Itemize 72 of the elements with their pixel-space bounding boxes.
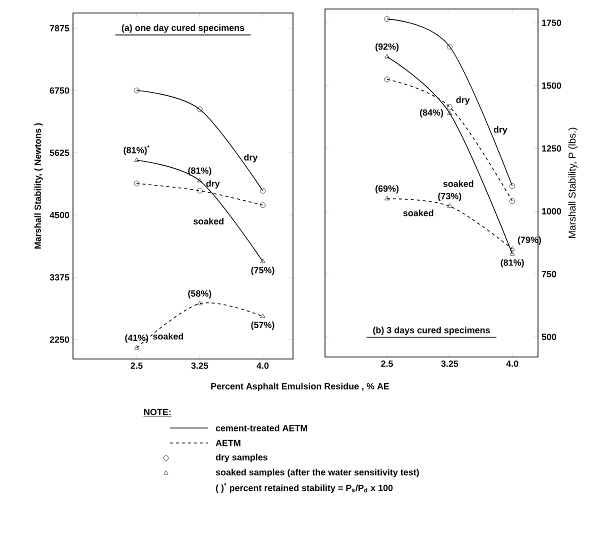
- text: NOTE:: [144, 408, 171, 416]
- annotation: (58%): [188, 290, 212, 298]
- series-label: soaked: [443, 180, 474, 187]
- x-tick-label: 3.25: [441, 360, 458, 367]
- annotation: (81%): [188, 167, 212, 176]
- point: [384, 54, 390, 58]
- point: [196, 106, 202, 112]
- y-tick-label: 6750: [50, 87, 70, 94]
- annotation: (69%): [376, 185, 399, 194]
- point: [134, 180, 140, 186]
- y-tick-label: 1500: [542, 82, 562, 89]
- x-tick-label: 2.5: [381, 360, 394, 367]
- annotation: (84%): [420, 109, 444, 118]
- annotation: (81%): [500, 259, 524, 268]
- series-label: dry: [206, 180, 220, 189]
- x-axis-title: Percent Asphalt Emulsion Residue , % AE: [211, 382, 390, 392]
- y-tick-label: 1750: [542, 20, 562, 26]
- y-tick-label: 750: [542, 270, 556, 278]
- text: dry samples: [216, 454, 268, 462]
- x-tick-label: 4.0: [506, 360, 518, 367]
- point: [197, 300, 202, 306]
- y-tick-label: 3375: [50, 274, 70, 281]
- text: (b) 3 days cured specimens: [373, 326, 490, 336]
- x-tick-label: 2.5: [130, 362, 143, 369]
- series-label: soaked: [153, 332, 184, 340]
- point: [134, 345, 140, 350]
- point: [197, 178, 202, 182]
- series-label: dry: [244, 154, 258, 162]
- point: [196, 188, 202, 194]
- point: [510, 198, 516, 204]
- point: [384, 196, 390, 200]
- y-tick-label: 1000: [542, 208, 562, 214]
- annotation: (41%): [125, 334, 148, 343]
- text: (a) one day cured specimens: [122, 24, 244, 33]
- x-tick-label: 3.25: [191, 362, 208, 369]
- point: [446, 104, 452, 110]
- y-axis-title: Marshall Stability, P (lbs.): [568, 128, 578, 238]
- point: [134, 157, 140, 162]
- y-tick-label: 2250: [50, 336, 70, 343]
- series-label: dry: [456, 96, 470, 105]
- series-label: dry: [494, 126, 508, 135]
- text: ( )$^{*}$ percent retained stability = P$_{s}$/P$_{d}$ x 100: [216, 483, 393, 493]
- y-tick-label: 5625: [50, 150, 70, 156]
- point: [384, 76, 390, 82]
- text: soaked samples (after the water sensitivity test): [216, 468, 419, 478]
- point: [260, 188, 266, 194]
- y-tick-label: 500: [542, 334, 556, 340]
- annotation: (81%)$^{*}$: [124, 145, 150, 156]
- point: [384, 16, 390, 22]
- text: AETM: [216, 440, 240, 446]
- point: [510, 246, 515, 250]
- point: [134, 88, 140, 94]
- point: [260, 258, 266, 264]
- point: [260, 314, 266, 318]
- y-tick-label: 7875: [50, 25, 70, 32]
- x-tick-label: 4.0: [256, 362, 269, 369]
- point: [510, 251, 515, 256]
- point: [510, 183, 516, 189]
- series-label: soaked: [403, 210, 434, 216]
- y-tick-label: 1250: [542, 145, 562, 152]
- text: cement-treated AETM: [216, 424, 308, 432]
- annotation: (73%): [438, 192, 462, 202]
- point: [446, 44, 452, 50]
- series-label: soaked: [193, 218, 224, 224]
- annotation: (75%): [251, 266, 274, 276]
- point: [447, 203, 452, 208]
- y-tick-label: 4500: [50, 212, 70, 218]
- point: [447, 110, 452, 115]
- annotation: (92%): [376, 43, 399, 52]
- point: [260, 202, 266, 208]
- y-axis-title: Marshall Stability, ( Newtons ): [34, 123, 43, 249]
- annotation: (57%): [251, 322, 274, 330]
